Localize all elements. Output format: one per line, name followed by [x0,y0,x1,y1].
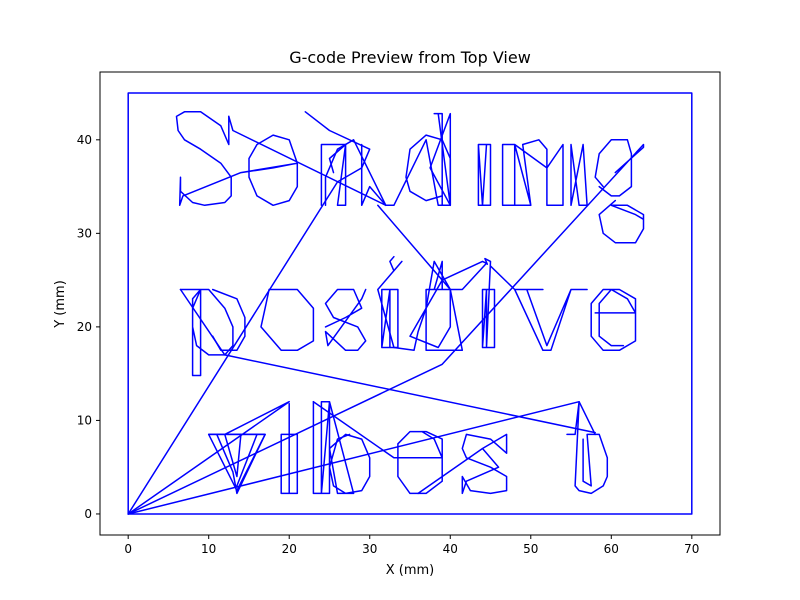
plot-area [99,71,721,536]
y-axis-label: Y (mm) [53,280,68,329]
toolpath-segment [312,400,371,495]
x-tick-label: 50 [523,542,538,556]
toolpath-segment [590,288,637,352]
y-tick-label: 0 [84,507,92,521]
toolpath-segment [481,257,496,349]
toolpath-segment [570,143,588,207]
toolpath-segment [260,288,315,352]
x-tick-label: 10 [201,542,216,556]
chart-title: G-code Preview from Top View [289,48,531,67]
toolpath-segment [429,112,452,207]
toolpath-segment [127,92,693,515]
toolpath-segment [598,199,645,244]
toolpath-segment [179,288,234,377]
toolpath-segment [594,139,633,197]
y-tick-label: 40 [77,133,92,147]
toolpath-segment [417,433,508,495]
toolpath-segment [501,139,564,207]
toolpath-segment [175,111,299,207]
y-tick-label: 20 [77,320,92,334]
toolpath-segment [477,143,492,207]
y-tick-label: 10 [77,413,92,427]
x-tick-label: 60 [604,542,619,556]
toolpath-segment [179,288,596,434]
x-axis-label: X (mm) [386,563,435,578]
x-tick-label: 20 [282,542,297,556]
y-tick-label: 30 [77,226,92,240]
toolpath-series [127,92,693,515]
axes-frame [99,71,721,536]
y-axis-ticks: 0 10 20 30 40 [77,133,100,521]
toolpath-segment [320,143,347,207]
toolpath-segment [566,400,609,495]
x-tick-label: 30 [362,542,377,556]
x-tick-label: 40 [443,542,458,556]
toolpath-segment [312,400,443,495]
toolpath-segment [280,402,299,495]
toolpath-segment [324,288,367,352]
toolpath-segment [489,265,588,352]
x-tick-label: 0 [124,542,132,556]
x-axis-ticks: 0 10 20 30 40 50 60 70 [124,535,699,556]
toolpath-segment [127,111,371,515]
toolpath-segment [207,433,266,495]
toolpath-segment [381,288,399,349]
toolpath-segment [425,260,464,352]
x-tick-label: 70 [684,542,699,556]
toolpath-segment [127,143,645,515]
